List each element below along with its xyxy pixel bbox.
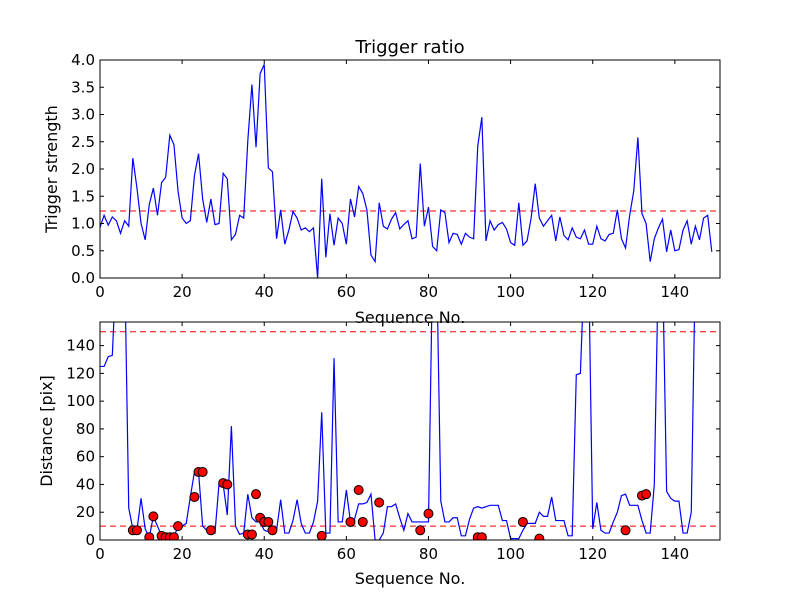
marker-point [357, 516, 368, 527]
y-tick-label: 40 [76, 475, 95, 493]
marker-point [534, 533, 545, 540]
marker-point [246, 529, 257, 540]
marker-point [517, 516, 528, 527]
x-tick-label: 80 [419, 283, 438, 301]
y-tick-label: 1.0 [71, 215, 95, 233]
x-axis-label-bottom: Sequence No. [355, 569, 466, 588]
marker-point [641, 489, 652, 500]
x-tick-label: 120 [578, 545, 607, 563]
ticks-bottom: 0 20 40 60 80 100 120 140 0 20 40 60 80 100 120 140 [66, 322, 720, 563]
y-tick-label: 120 [66, 364, 95, 382]
ticks-top: 0 20 40 60 80 100 120 140 0.0 0.5 1.0 1.5 2.0 2.5 3.0 3… [71, 51, 720, 301]
chart-distance: 0 20 40 60 80 100 120 140 0 20 40 60 80 100 120 140 Seq… [37, 321, 721, 588]
y-tick-label: 1.5 [71, 187, 95, 205]
marker-point [353, 485, 364, 496]
y-tick-label: 20 [76, 503, 95, 521]
x-tick-label: 100 [496, 283, 525, 301]
x-tick-label: 140 [661, 283, 690, 301]
x-tick-label: 40 [255, 545, 274, 563]
marker-point [168, 532, 179, 540]
x-tick-label: 60 [337, 545, 356, 563]
marker-point [173, 521, 184, 532]
marker-point [476, 532, 487, 540]
x-tick-label: 140 [661, 545, 690, 563]
marker-point [345, 516, 356, 527]
x-tick-label: 40 [255, 283, 274, 301]
marker-point [144, 532, 155, 540]
marker-point [263, 516, 274, 527]
x-tick-label: 80 [419, 545, 438, 563]
y-tick-label: 140 [66, 337, 95, 355]
marker-point [148, 511, 159, 522]
y-tick-label: 100 [66, 392, 95, 410]
y-tick-label: 2.5 [71, 133, 95, 151]
y-tick-label: 0.0 [71, 269, 95, 287]
x-tick-label: 20 [173, 283, 192, 301]
y-tick-label: 2.0 [71, 160, 95, 178]
y-tick-label: 0.5 [71, 242, 95, 260]
marker-point [620, 525, 631, 536]
plot-area-top [100, 64, 720, 278]
y-tick-label: 80 [76, 420, 95, 438]
y-tick-label: 4.0 [71, 51, 95, 69]
marker-point [205, 525, 216, 536]
x-tick-label: 20 [173, 545, 192, 563]
x-tick-label: 0 [95, 283, 105, 301]
marker-point [267, 525, 278, 536]
chart-title: Trigger ratio [354, 37, 464, 58]
marker-point [415, 525, 426, 536]
marker-point [423, 508, 434, 519]
marker-point [251, 489, 262, 500]
x-tick-label: 60 [337, 283, 356, 301]
axes-frame-bottom [99, 321, 721, 541]
marker-point [222, 479, 233, 490]
y-tick-label: 3.0 [71, 106, 95, 124]
marker-point [197, 466, 208, 477]
y-tick-label: 3.5 [71, 78, 95, 96]
series-line-0 [100, 64, 713, 278]
y-tick-label: 60 [76, 448, 95, 466]
marker-point [131, 525, 142, 536]
y-tick-label: 0 [85, 531, 95, 549]
marker-point [316, 530, 327, 540]
marker-point [189, 491, 200, 502]
x-tick-label: 0 [95, 545, 105, 563]
marker-point [374, 497, 385, 508]
x-axis-label-top: Sequence No. [355, 308, 466, 327]
x-tick-label: 120 [578, 283, 607, 301]
y-axis-label-bottom: Distance [pix] [37, 375, 56, 487]
y-axis-label-top: Trigger strength [42, 105, 61, 234]
plot-area-bottom [100, 322, 720, 540]
series-line-0 [100, 322, 695, 540]
x-tick-label: 100 [496, 545, 525, 563]
